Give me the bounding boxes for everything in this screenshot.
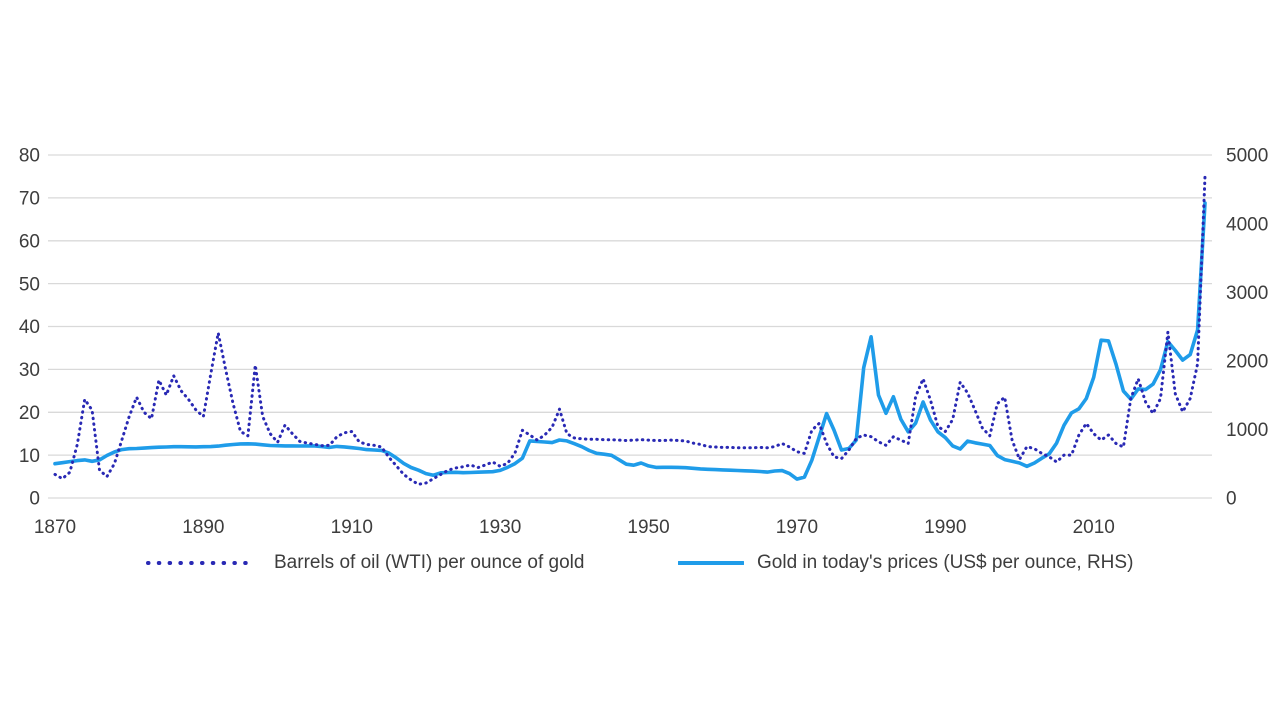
right-axis-tick-label: 4000: [1226, 214, 1268, 235]
gold-price-line: [53, 201, 1207, 481]
left-axis-tick-label: 0: [29, 489, 40, 510]
x-axis-tick-label: 2010: [1073, 517, 1115, 538]
x-axis-tick-label: 1890: [182, 517, 224, 538]
left-axis-tick-label: 80: [19, 146, 40, 167]
left-axis-tick-label: 50: [19, 274, 40, 295]
left-axis-tick-label: 10: [19, 446, 40, 467]
right-axis-tick-label: 5000: [1226, 146, 1268, 167]
left-axis-tick-label: 60: [19, 231, 40, 252]
legend-item-oil-gold-ratio: Barrels of oil (WTI) per ounce of gold: [145, 551, 584, 575]
right-axis-tick-label: 3000: [1226, 283, 1268, 304]
dotted-line-swatch: [146, 561, 253, 565]
left-axis-tick-label: 20: [19, 403, 40, 424]
right-axis-tick-label: 0: [1226, 489, 1237, 510]
right-axis-tick-label: 2000: [1226, 351, 1268, 372]
legend-label-gold-price: Gold in today's prices (US$ per ounce, R…: [757, 552, 1134, 573]
x-axis-tick-label: 1990: [924, 517, 966, 538]
right-axis-tick-label: 1000: [1226, 420, 1268, 441]
left-axis-tick-label: 30: [19, 360, 40, 381]
legend-item-gold-price: Gold in today's prices (US$ per ounce, R…: [678, 551, 1133, 575]
x-axis-tick-label: 1970: [776, 517, 818, 538]
x-axis-tick-label: 1910: [331, 517, 373, 538]
solid-line-swatch: [678, 561, 744, 565]
legend-label-oil-gold-ratio: Barrels of oil (WTI) per ounce of gold: [274, 552, 585, 573]
x-axis-tick-label: 1870: [34, 517, 76, 538]
left-axis-tick-label: 70: [19, 189, 40, 210]
left-axis-tick-label: 40: [19, 317, 40, 338]
oil-gold-ratio-line: [53, 174, 1207, 486]
x-axis-tick-label: 1950: [627, 517, 669, 538]
x-axis-tick-label: 1930: [479, 517, 521, 538]
